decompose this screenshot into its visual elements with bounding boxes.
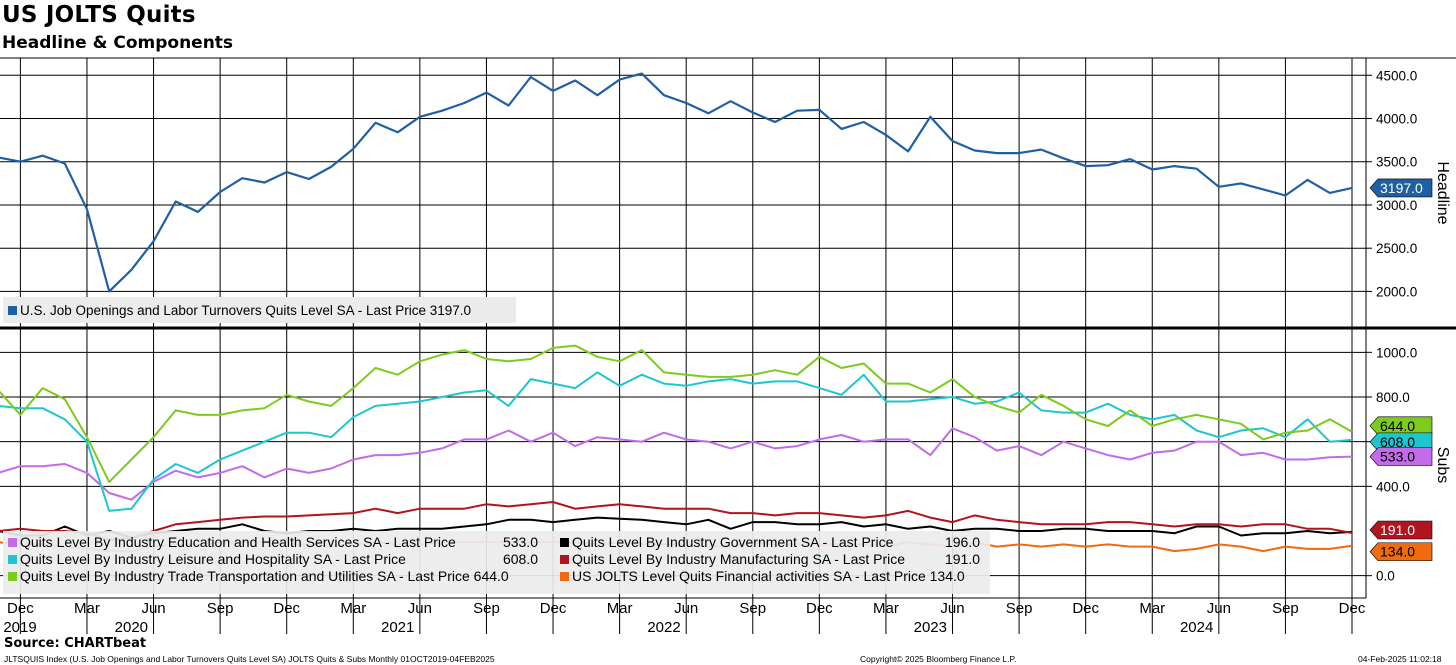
y-tick-label-top: 4000.0 [1376,112,1417,127]
y-tick-label-top: 4500.0 [1376,68,1417,83]
x-tick-label: Sep [1006,600,1033,617]
manufacturing-last-value-tag [1369,520,1433,540]
financial-last-value-tag-label: 134.0 [1380,544,1415,560]
y-tick-label-top: 2500.0 [1376,241,1417,256]
top-legend-label: U.S. Job Openings and Labor Turnovers Qu… [20,303,471,318]
manufacturing-last-value-tag-label: 191.0 [1380,522,1415,538]
x-year-label: 2023 [914,619,947,636]
legend-label-leisure_hospitality: Quits Level By Industry Leisure and Hosp… [20,551,406,567]
x-year-label: 2022 [647,619,680,636]
x-tick-label: Dec [273,600,300,617]
financial-last-value-tag [1369,542,1433,562]
x-tick-label: Dec [806,600,833,617]
x-tick-label: Mar [1139,600,1165,617]
x-year-label: 2019 [3,619,36,636]
legend-label-government: Quits Level By Industry Government SA - … [572,534,894,550]
x-tick-label: Sep [739,600,766,617]
x-tick-label: Sep [473,600,500,617]
trade-last-value-tag-label: 644.0 [1380,418,1415,434]
x-year-label: 2024 [1180,619,1213,636]
timestamp: 04-Feb-2025 11:02:18 [1358,654,1442,664]
legend-swatch-government [560,538,569,547]
x-tick-label: Mar [607,600,633,617]
legend-label-manufacturing: Quits Level By Industry Manufacturing SA… [572,551,905,567]
y-tick-label-top: 3500.0 [1376,155,1417,170]
x-tick-label: Sep [1272,600,1299,617]
y-tick-label-top: 2000.0 [1376,284,1417,299]
legend-swatch-education_health [8,538,17,547]
copyright-note: Copyright© 2025 Bloomberg Finance L.P. [860,654,1017,664]
y-axis-title-bottom: Subs [1434,447,1451,483]
education-last-value-tag-label: 533.0 [1380,449,1415,465]
legend-swatch-manufacturing [560,555,569,564]
x-tick-label: Mar [340,600,366,617]
series-line-headline [0,72,1353,293]
series-line-manufacturing [0,501,1353,541]
y-tick-label-bottom: 800.0 [1376,390,1410,405]
x-year-label: 2020 [115,619,148,636]
x-tick-label: Dec [540,600,567,617]
headline-last-value-tag [1369,178,1433,198]
headline-last-value-tag-label: 3197.0 [1380,180,1423,196]
x-year-label: 2021 [381,619,414,636]
bottom-legend-box [3,531,990,594]
legend-swatch-trade_transport [8,572,17,581]
legend-swatch-leisure_hospitality [8,555,17,564]
page-subtitle: Headline & Components [2,33,234,53]
x-tick-label: Mar [873,600,899,617]
legend-value-leisure_hospitality: 608.0 [503,551,538,567]
legend-value-manufacturing: 191.0 [945,551,980,567]
series-line-education_health [0,427,1353,501]
x-tick-label: Dec [7,600,34,617]
top-legend-swatch [8,306,17,315]
x-tick-label: Jun [940,600,964,617]
top-legend-box [3,297,516,323]
y-tick-label-bottom: 0.0 [1376,569,1395,584]
y-tick-label-bottom: 1000.0 [1376,345,1417,360]
education-last-value-tag [1369,447,1433,466]
x-tick-label: Mar [74,600,100,617]
y-tick-label-bottom: 400.0 [1376,479,1410,494]
trade-last-value-tag [1369,416,1433,436]
legend-value-education_health: 533.0 [503,534,538,550]
x-tick-label: Jun [141,600,165,617]
page-title: US JOLTS Quits [2,2,196,28]
x-tick-label: Dec [1339,600,1366,617]
source-note: Source: CHARTbeat [4,636,147,651]
legend-label-trade_transport: Quits Level By Industry Trade Transporta… [20,568,509,584]
ticker-line: JLTSQUIS Index (U.S. Job Openings and La… [4,654,495,664]
legend-label-education_health: Quits Level By Industry Education and He… [20,534,456,550]
series-line-government [0,516,1353,539]
x-tick-label: Jun [408,600,432,617]
legend-swatch-financial [560,572,569,581]
x-tick-label: Jun [674,600,698,617]
x-tick-label: Sep [207,600,234,617]
x-tick-label: Dec [1072,600,1099,617]
legend-value-government: 196.0 [945,534,980,550]
legend-label-financial: US JOLTS Level Quits Financial activitie… [572,568,965,584]
series-line-trade_transport [0,344,1353,483]
leisure-last-value-tag-label: 608.0 [1380,434,1415,450]
y-tick-label-top: 3000.0 [1376,198,1417,213]
series-line-leisure_hospitality [0,371,1353,512]
y-axis-title-top: Headline [1434,161,1451,224]
x-tick-label: Jun [1207,600,1231,617]
